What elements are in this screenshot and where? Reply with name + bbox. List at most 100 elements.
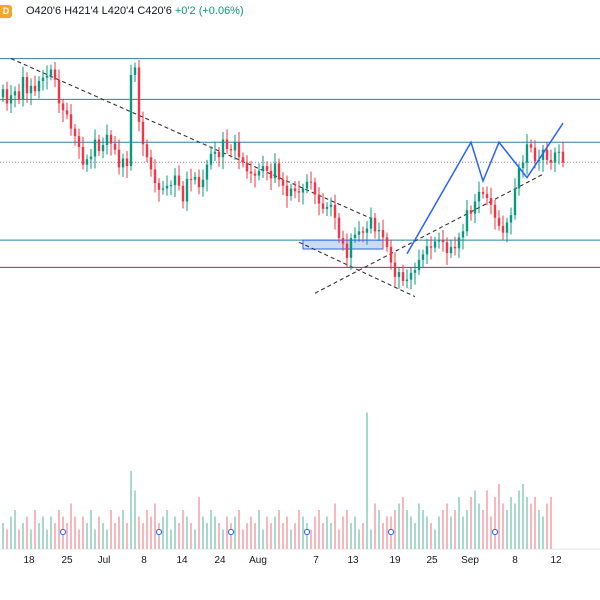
volume-bar — [138, 516, 140, 549]
candle-body — [345, 243, 349, 258]
candle-body — [213, 151, 217, 154]
candle-body — [225, 139, 229, 150]
volume-bar — [30, 529, 32, 549]
candle-body — [73, 128, 77, 137]
volume-bar — [470, 497, 472, 549]
x-axis-tick-label: 24 — [214, 555, 226, 566]
volume-bar — [38, 523, 40, 549]
event-marker — [491, 528, 499, 536]
candle-body — [441, 240, 445, 243]
volume-bar — [46, 529, 48, 549]
volume-bar — [314, 516, 316, 549]
volume-bar — [58, 510, 60, 549]
volume-bar — [490, 516, 492, 549]
volume-bar — [26, 516, 28, 549]
candle-body — [449, 246, 453, 254]
volume-bar — [158, 523, 160, 549]
volume-bar — [186, 516, 188, 549]
candle-body — [381, 229, 385, 238]
candle-body — [501, 225, 505, 233]
candle-body — [285, 185, 289, 196]
volume-bar — [34, 510, 36, 549]
candle-body — [61, 103, 65, 111]
candle-body — [33, 85, 37, 92]
candle-body — [229, 149, 233, 151]
x-axis-tick-label: 14 — [176, 555, 188, 566]
volume-bar — [286, 516, 288, 549]
legend-open: O420'6 — [26, 5, 62, 17]
candle-body — [57, 79, 61, 104]
trendline — [10, 58, 372, 219]
candle-body — [277, 163, 281, 180]
event-marker — [387, 528, 395, 536]
volume-bar — [114, 523, 116, 549]
candle-body — [121, 158, 125, 168]
volume-bar — [178, 523, 180, 549]
volume-bar — [194, 529, 196, 549]
candle-body — [65, 110, 69, 115]
candle-body — [529, 144, 533, 148]
candle-body — [113, 143, 117, 150]
horizontal-levels — [0, 58, 600, 268]
volume-bar — [386, 516, 388, 549]
volume-bar — [198, 497, 200, 549]
candle-body — [17, 91, 21, 100]
candle-body — [109, 134, 113, 144]
candle-body — [289, 188, 293, 196]
candle-body — [245, 162, 249, 172]
candle-body — [533, 147, 537, 162]
candle-body — [181, 185, 185, 202]
volume-bar — [126, 523, 128, 549]
volume-bar — [410, 516, 412, 549]
volume-bar — [110, 510, 112, 549]
volume-bar — [270, 523, 272, 549]
volume-bar — [546, 503, 548, 549]
volume-bar — [98, 516, 100, 549]
volume-bar — [66, 523, 68, 549]
candle-body — [201, 179, 205, 188]
trendlines — [10, 58, 544, 298]
candle-body — [297, 191, 301, 193]
volume-bar — [2, 523, 4, 549]
volume-bar — [330, 523, 332, 549]
volume-bar — [486, 490, 488, 549]
volume-bar — [450, 516, 452, 549]
volume-bar — [254, 523, 256, 549]
volume-bar — [218, 523, 220, 549]
volume-bar — [482, 510, 484, 549]
volume-bar — [86, 523, 88, 549]
volume-bar — [530, 503, 532, 549]
event-marker — [303, 528, 311, 536]
volume-bar — [282, 523, 284, 549]
volume-bar — [414, 523, 416, 549]
interval-badge[interactable]: D — [0, 4, 12, 18]
volume-bar — [214, 516, 216, 549]
volume-bar — [162, 516, 164, 549]
candle-body — [453, 246, 457, 249]
candle-body — [329, 204, 333, 207]
volume-bar — [498, 484, 500, 549]
volume-bar — [526, 497, 528, 549]
volume-bar — [358, 529, 360, 549]
volume-bar — [294, 523, 296, 549]
candle-body — [101, 144, 105, 152]
volume-bar — [346, 510, 348, 549]
candle-body — [253, 173, 257, 176]
volume-bar — [406, 510, 408, 549]
volume-bar — [118, 516, 120, 549]
candle-body — [349, 238, 353, 258]
x-axis-tick-label: 25 — [426, 555, 438, 566]
volume-bar — [458, 497, 460, 549]
volume-bar — [190, 523, 192, 549]
volume-bar — [394, 510, 396, 549]
candle-body — [421, 254, 425, 260]
candle-body — [545, 149, 549, 160]
candle-body — [241, 157, 245, 163]
volume-bar — [370, 529, 372, 549]
candle-body — [393, 262, 397, 277]
volume-bar — [258, 510, 260, 549]
volume-bar — [234, 516, 236, 549]
candle-body — [105, 134, 109, 145]
candle-body — [177, 175, 181, 186]
